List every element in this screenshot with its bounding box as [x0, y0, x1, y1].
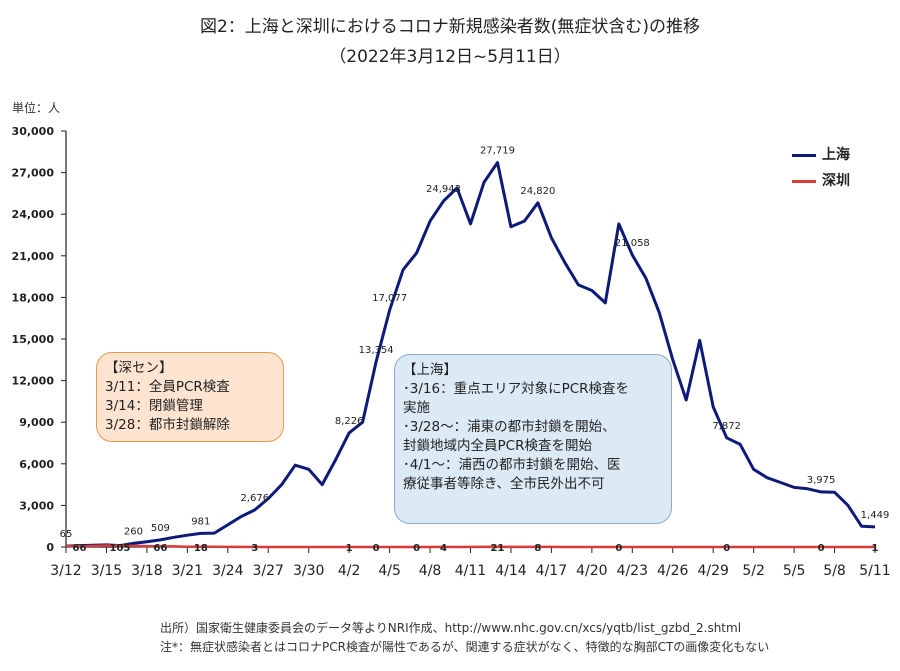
x-tick-label: 5/5 — [783, 563, 806, 579]
y-tick-label: 12,000 — [12, 375, 55, 388]
chart-subtitle: （2022年3月12日~5月11日） — [329, 47, 571, 67]
data-label-shenzhen: 18 — [194, 543, 208, 554]
y-tick-label: 6,000 — [19, 458, 54, 471]
data-label-shenzhen: 0 — [723, 543, 730, 554]
annotation-line: ･3/28～：浦東の都市封鎖を開始、 — [403, 419, 616, 435]
legend-label-shenzhen: 深圳 — [822, 173, 850, 189]
x-tick-label: 3/18 — [131, 563, 162, 579]
annotation-line: 【深セン】 — [105, 360, 173, 376]
x-tick-label: 4/5 — [378, 563, 401, 579]
x-tick-label: 4/23 — [617, 563, 648, 579]
annotation-line: ･4/1～：浦西の都市封鎖を開始、医 — [403, 457, 621, 473]
x-tick-label: 4/26 — [657, 563, 689, 579]
data-label-shenzhen: 3 — [251, 543, 258, 554]
annotation-line: 実施 — [403, 400, 430, 416]
data-label-shenzhen: 8 — [534, 543, 541, 554]
data-label-shanghai: 509 — [151, 523, 170, 534]
x-tick-label: 4/14 — [495, 563, 527, 579]
data-label-shanghai: 17,077 — [372, 293, 407, 304]
data-label-shanghai: 2,676 — [240, 493, 269, 504]
x-tick-label: 3/21 — [172, 563, 203, 579]
y-tick-label: 18,000 — [12, 291, 55, 304]
x-tick-label: 3/24 — [212, 563, 244, 579]
x-tick-label: 4/17 — [536, 563, 567, 579]
annotation-shenzhen: 【深セン】 3/11：全員PCR検査 3/14：閉鎖管理 3/28：都市封鎖解除 — [96, 352, 284, 442]
data-label-shanghai: 7,872 — [712, 421, 741, 432]
annotation-line: ･3/16：重点エリア対象にPCR検査を — [403, 381, 630, 397]
data-label-shenzhen: 1 — [872, 543, 879, 554]
y-tick-label: 0 — [46, 541, 54, 554]
data-label-shanghai: 13,354 — [359, 345, 394, 356]
legend-swatch-shanghai — [792, 153, 816, 157]
annotation-line: 【上海】 — [403, 362, 457, 378]
chart-title: 図2：上海と深圳におけるコロナ新規感染者数(無症状含む)の推移 — [199, 17, 701, 37]
data-label-shenzhen: 66 — [153, 543, 167, 554]
x-tick-label: 5/11 — [859, 563, 890, 579]
y-tick-label: 21,000 — [12, 250, 55, 263]
data-label-shanghai: 24,943 — [426, 184, 461, 195]
x-tick-label: 3/15 — [91, 563, 122, 579]
x-tick-label: 5/8 — [823, 563, 846, 579]
x-tick-label: 4/29 — [697, 563, 728, 579]
x-tick-label: 5/2 — [742, 563, 765, 579]
x-tick-label: 3/27 — [253, 563, 284, 579]
data-label-shenzhen: 1 — [346, 543, 353, 554]
annotation-line: 3/28：都市封鎖解除 — [105, 417, 230, 433]
annotation-line: 療従事者等除き、全市民外出不可 — [403, 476, 605, 492]
legend-item-shanghai: 上海 — [792, 144, 850, 164]
annotation-line: 3/11：全員PCR検査 — [105, 379, 230, 395]
legend-label-shanghai: 上海 — [822, 147, 850, 163]
data-label-shanghai: 21,058 — [615, 238, 650, 249]
legend-swatch-shenzhen — [792, 179, 816, 183]
data-label-shanghai: 27,719 — [480, 146, 515, 157]
series-line-shenzhen — [65, 544, 875, 549]
annotation-shanghai: 【上海】 ･3/16：重点エリア対象にPCR検査を 実施 ･3/28～：浦東の都… — [394, 354, 672, 524]
data-label-shanghai: 981 — [191, 516, 210, 527]
x-tick-label: 4/11 — [455, 563, 486, 579]
footnote-source: 出所）国家衛生健康委員会のデータ等よりNRI作成、http://www.nhc.… — [160, 621, 742, 635]
x-tick-label: 3/30 — [293, 563, 324, 579]
x-tick-label: 3/12 — [50, 563, 81, 579]
y-tick-label: 3,000 — [19, 499, 54, 512]
data-label-shenzhen: 105 — [109, 543, 130, 554]
data-label-shanghai: 8,226 — [335, 416, 364, 427]
annotation-line: 封鎖地域内全員PCR検査を開始 — [403, 438, 592, 454]
x-tick-label: 4/8 — [419, 563, 442, 579]
data-label-shanghai: 65 — [60, 529, 73, 540]
x-tick-label: 4/2 — [338, 563, 361, 579]
y-tick-label: 24,000 — [12, 208, 55, 221]
data-label-shenzhen: 21 — [491, 543, 505, 554]
data-label-shanghai: 260 — [124, 526, 143, 537]
data-label-shenzhen: 0 — [373, 543, 380, 554]
y-tick-label: 30,000 — [12, 125, 55, 138]
y-tick-label: 27,000 — [12, 167, 55, 180]
footnote-note: 注*：無症状感染者とはコロナPCR検査が陽性であるが、関連する症状がなく、特徴的… — [160, 640, 770, 654]
annotation-line: 3/14：閉鎖管理 — [105, 398, 203, 414]
data-label-shenzhen: 0 — [413, 543, 420, 554]
x-tick-label: 4/20 — [576, 563, 607, 579]
data-label-shanghai: 24,820 — [520, 186, 555, 197]
series-line-shanghai — [65, 161, 876, 548]
data-label-shenzhen: 66 — [73, 543, 87, 554]
legend-item-shenzhen: 深圳 — [792, 170, 850, 190]
line-chart: 0 3,000 6,000 9,000 12,000 15,000 18,000 21,000… — [12, 125, 891, 579]
data-label-shenzhen: 0 — [818, 543, 825, 554]
data-label-shanghai: 3,975 — [807, 475, 836, 486]
y-unit-label: 単位：人 — [12, 101, 61, 115]
data-label-shenzhen: 4 — [440, 543, 447, 554]
y-tick-label: 15,000 — [12, 333, 55, 346]
data-label-shenzhen: 0 — [615, 543, 622, 554]
data-label-shanghai: 1,449 — [861, 510, 890, 521]
y-tick-label: 9,000 — [19, 416, 54, 429]
